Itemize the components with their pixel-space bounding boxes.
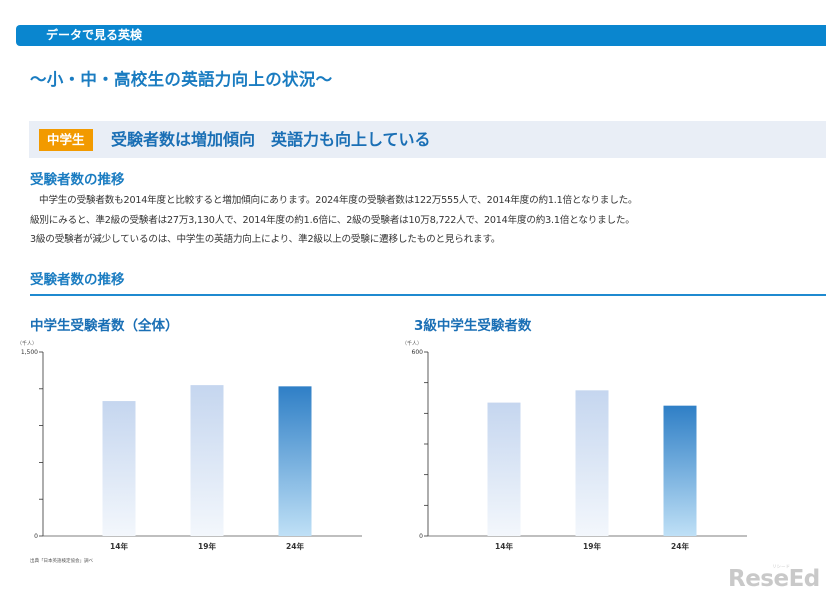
y-tick-label: 600	[412, 349, 424, 356]
chart-title-total: 中学生受験者数（全体）	[30, 318, 179, 334]
y-unit-label: （千人）	[17, 340, 37, 347]
y-tick-label: 0	[419, 533, 423, 540]
logo-subtext: リシード	[772, 565, 790, 570]
chart-grade3-examinees: （千人） 0 600 14年 19年 24年	[402, 340, 747, 551]
header-bar: データで見る英検	[16, 25, 826, 46]
x-category-label: 24年	[671, 541, 689, 551]
chart-total-examinees: （千人） 0 1,500 14年 19年 24年	[17, 340, 362, 551]
bar-19年	[575, 390, 609, 536]
paragraph-line: 3級の受験者が減少しているのは、中学生の英語力向上により、準2級以上の受験に遷移…	[30, 234, 501, 245]
y-tick-label: 0	[34, 533, 38, 540]
x-category-label: 14年	[495, 541, 513, 551]
paragraph-line: 中学生の受験者数も2014年度と比較すると増加傾向にあります。2024年度の受験…	[39, 195, 638, 206]
y-tick-label: 1,500	[21, 349, 38, 356]
description-paragraph: 中学生の受験者数も2014年度と比較すると増加傾向にあります。2024年度の受験…	[30, 191, 820, 250]
charts-heading: 受験者数の推移	[30, 272, 125, 288]
bar-24年	[278, 386, 312, 536]
header-label: データで見る英検	[46, 28, 143, 42]
x-category-label: 24年	[286, 541, 304, 551]
x-category-label: 14年	[110, 541, 128, 551]
bar-19年	[190, 385, 224, 536]
trend-heading: 受験者数の推移	[30, 172, 125, 188]
section-divider	[30, 294, 826, 296]
bar-14年	[487, 402, 521, 536]
y-unit-label: （千人）	[402, 340, 422, 347]
section-title: 受験者数は増加傾向 英語力も向上している	[111, 130, 431, 149]
rese-ed-logo: ReseEd	[728, 566, 820, 592]
x-category-label: 19年	[198, 541, 216, 551]
x-category-label: 19年	[583, 541, 601, 551]
bar-24年	[663, 405, 697, 536]
paragraph-line: 級別にみると、準2級の受験者は27万3,130人で、2014年度の約1.6倍に、…	[30, 214, 635, 226]
page-title: 〜小・中・高校生の英語力向上の状況〜	[30, 70, 333, 89]
section-badge: 中学生	[39, 129, 93, 151]
source-note: 出典「日本英語検定協会」調べ	[30, 559, 93, 564]
bar-14年	[102, 401, 136, 536]
chart-title-grade3: 3級中学生受験者数	[414, 318, 532, 334]
section-band: 中学生 受験者数は増加傾向 英語力も向上している	[29, 121, 826, 158]
